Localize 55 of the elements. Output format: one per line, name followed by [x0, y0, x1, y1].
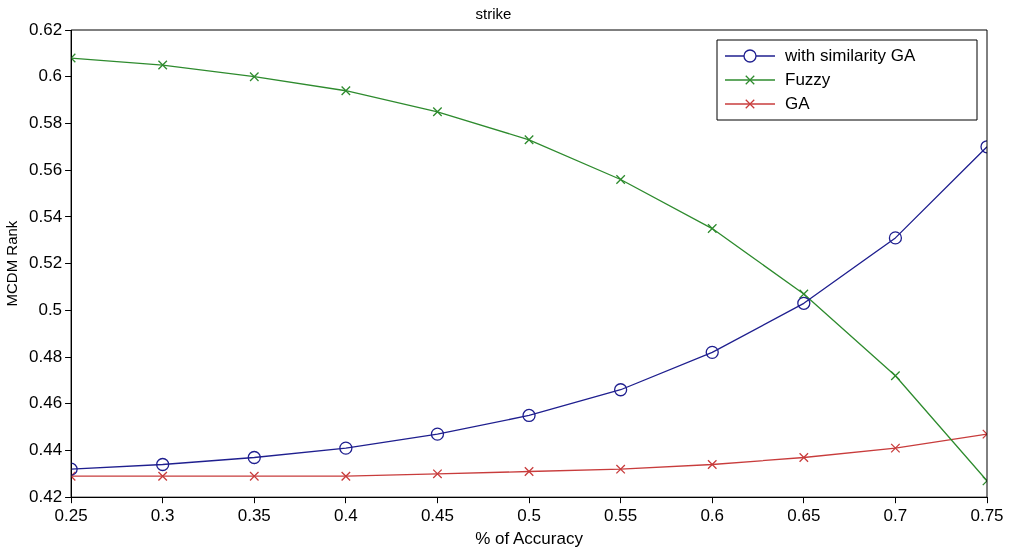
chart-title: strike	[475, 5, 512, 23]
point	[797, 296, 811, 310]
point	[524, 134, 534, 145]
point	[157, 471, 168, 482]
legend-label: with similarity GA	[784, 45, 917, 65]
point	[613, 383, 628, 397]
y-tick-label: 0.52	[28, 253, 63, 273]
x-tick-label: 0.55	[604, 506, 638, 526]
y-tick-label: 0.58	[28, 113, 63, 133]
y-tick-label: 0.42	[28, 486, 63, 506]
point	[707, 459, 718, 470]
point	[432, 468, 443, 479]
y-tick-label: 0.54	[28, 206, 63, 226]
y-tick-label: 0.44	[28, 440, 63, 460]
y-tick-label: 0.6	[38, 66, 63, 86]
point	[888, 231, 903, 245]
x-tick-label: 0.3	[150, 506, 175, 526]
point	[247, 450, 261, 465]
point	[615, 464, 626, 475]
point	[705, 345, 719, 360]
x-axis-title: % of Accuracy	[475, 529, 584, 549]
point	[432, 106, 443, 117]
point	[156, 457, 170, 472]
point	[340, 471, 351, 482]
point	[524, 466, 534, 477]
point	[157, 60, 168, 70]
y-tick-label: 0.62	[28, 19, 63, 39]
x-tick-label: 0.25	[54, 506, 88, 526]
y-tick-label: 0.5	[38, 300, 63, 320]
x-tick-label: 0.45	[420, 506, 454, 526]
point	[890, 370, 901, 381]
y-axis-title: MCDM Rank	[3, 220, 21, 307]
y-tick-label: 0.48	[28, 346, 63, 366]
point	[249, 71, 260, 82]
legend-label: Fuzzy	[785, 69, 831, 89]
x-tick-label: 0.6	[700, 506, 725, 526]
point	[798, 452, 809, 463]
legend-label: GA	[785, 93, 811, 113]
point	[798, 289, 809, 299]
point	[249, 471, 260, 482]
x-tick-label: 0.65	[787, 506, 821, 526]
point	[707, 223, 718, 234]
point	[339, 441, 353, 455]
point	[340, 85, 351, 96]
point	[522, 408, 536, 423]
x-tick-label: 0.7	[883, 506, 908, 526]
x-tick-label: 0.35	[237, 506, 271, 526]
x-tick-label: 0.4	[334, 506, 358, 526]
x-tick-label: 0.75	[970, 506, 1004, 526]
y-tick-label: 0.46	[28, 393, 63, 413]
point	[615, 174, 626, 185]
y-tick-label: 0.56	[28, 159, 63, 179]
x-tick-label: 0.5	[517, 506, 541, 526]
point	[890, 443, 901, 454]
point	[430, 427, 445, 441]
